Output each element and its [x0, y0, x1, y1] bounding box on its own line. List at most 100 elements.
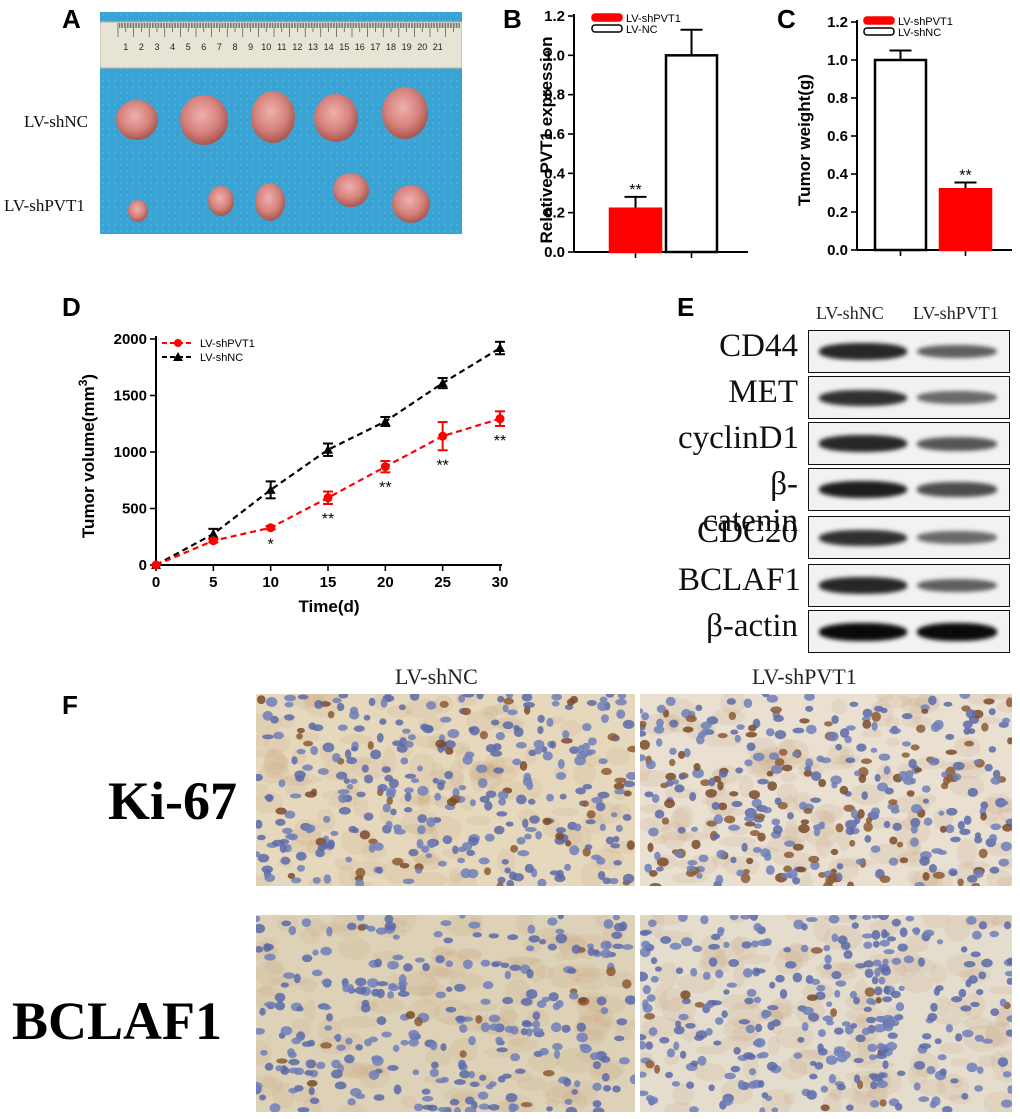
- nucleus: [541, 746, 548, 753]
- y-tick-label: 1000: [114, 444, 147, 461]
- stroma: [300, 978, 318, 993]
- nucleus: [861, 933, 873, 939]
- nucleus: [723, 989, 730, 995]
- nucleus: [640, 1090, 649, 1097]
- stroma: [783, 1092, 796, 1105]
- stroma: [379, 806, 395, 824]
- nucleus: [325, 1013, 333, 1022]
- stroma: [507, 1038, 539, 1052]
- stroma: [338, 1103, 367, 1112]
- chart-d-ylabel: Tumor volume(mm3): [76, 374, 98, 538]
- nucleus: [862, 719, 872, 729]
- nucleus: [981, 958, 993, 968]
- nucleus: [478, 857, 490, 865]
- nucleus: [874, 986, 883, 996]
- data-point: [323, 493, 333, 503]
- nucleus: [557, 915, 564, 920]
- nucleus: [669, 719, 679, 728]
- nucleus: [910, 817, 921, 828]
- nucleus: [402, 878, 415, 885]
- nucleus: [945, 733, 955, 741]
- nucleus: [754, 1037, 766, 1048]
- ihc-ki67-shnc: [256, 694, 635, 886]
- nucleus: [437, 781, 445, 791]
- nucleus: [433, 931, 443, 938]
- nucleus: [500, 962, 510, 969]
- nucleus: [497, 876, 506, 884]
- nucleus: [323, 815, 331, 823]
- nucleus: [992, 769, 1001, 779]
- nucleus: [851, 922, 859, 929]
- stroma: [403, 971, 438, 997]
- y-tick-label: 1.2: [544, 8, 565, 25]
- stroma: [775, 739, 810, 765]
- nucleus: [808, 1012, 820, 1022]
- x-tick-label: 15: [320, 574, 337, 591]
- nucleus: [889, 836, 898, 845]
- nucleus: [721, 1010, 728, 1018]
- nucleus: [408, 1038, 419, 1047]
- nucleus: [508, 1103, 517, 1112]
- nucleus: [702, 971, 711, 980]
- nucleus: [713, 1040, 722, 1046]
- nucleus: [966, 1062, 978, 1073]
- nucleus: [640, 730, 647, 737]
- wb-band: [819, 529, 907, 546]
- nucleus: [386, 796, 393, 805]
- nucleus: [834, 989, 841, 998]
- nucleus: [546, 793, 555, 802]
- nucleus: [586, 700, 597, 707]
- nucleus: [346, 757, 357, 765]
- nucleus: [844, 735, 852, 744]
- nucleus: [990, 1008, 1000, 1017]
- nucleus: [504, 1025, 514, 1033]
- data-point: [208, 536, 218, 546]
- stroma: [813, 916, 831, 943]
- stroma: [400, 1095, 417, 1109]
- nucleus: [398, 980, 408, 987]
- nucleus: [741, 842, 748, 852]
- nucleus: [724, 1072, 736, 1080]
- nucleus: [475, 764, 488, 773]
- nucleus: [347, 1098, 356, 1106]
- nucleus: [551, 700, 560, 707]
- nucleus: [496, 1047, 508, 1053]
- nucleus: [279, 843, 287, 854]
- stroma: [448, 867, 464, 883]
- nucleus: [321, 1005, 332, 1011]
- nucleus: [367, 978, 379, 988]
- stroma: [256, 1074, 284, 1097]
- y-tick-label: 0.8: [544, 87, 565, 104]
- nucleus: [971, 930, 982, 940]
- stroma: [776, 1026, 814, 1049]
- nucleus: [827, 731, 839, 742]
- nucleus: [510, 1053, 521, 1062]
- tumor-photo-image: 1 2 3 4 5 6 7 8 9 10 11 12 13 14 15 16 17 18 19 20 21: [100, 12, 462, 234]
- nucleus: [293, 973, 301, 984]
- stroma: [784, 756, 823, 770]
- nucleus: [642, 984, 651, 995]
- nucleus: [1003, 921, 1012, 930]
- nucleus: [737, 1079, 745, 1090]
- nucleus: [287, 872, 296, 879]
- ruler-number: 13: [308, 42, 318, 52]
- nucleus: [388, 982, 398, 990]
- nucleus: [644, 1013, 656, 1020]
- nucleus: [567, 968, 577, 974]
- nucleus: [960, 1005, 972, 1012]
- nucleus: [646, 994, 656, 1002]
- nucleus: [446, 797, 457, 807]
- nucleus: [468, 1036, 476, 1046]
- nucleus: [752, 752, 765, 762]
- nucleus: [507, 709, 518, 716]
- nucleus: [718, 802, 728, 811]
- nucleus: [265, 697, 278, 708]
- nucleus: [833, 1046, 846, 1054]
- nucleus: [338, 694, 349, 699]
- legend-label: LV-NC: [626, 24, 658, 36]
- nucleus: [742, 968, 753, 978]
- nucleus: [766, 770, 774, 777]
- stroma: [721, 994, 761, 1010]
- nucleus: [660, 936, 672, 944]
- ihc-texture: [640, 915, 1012, 1112]
